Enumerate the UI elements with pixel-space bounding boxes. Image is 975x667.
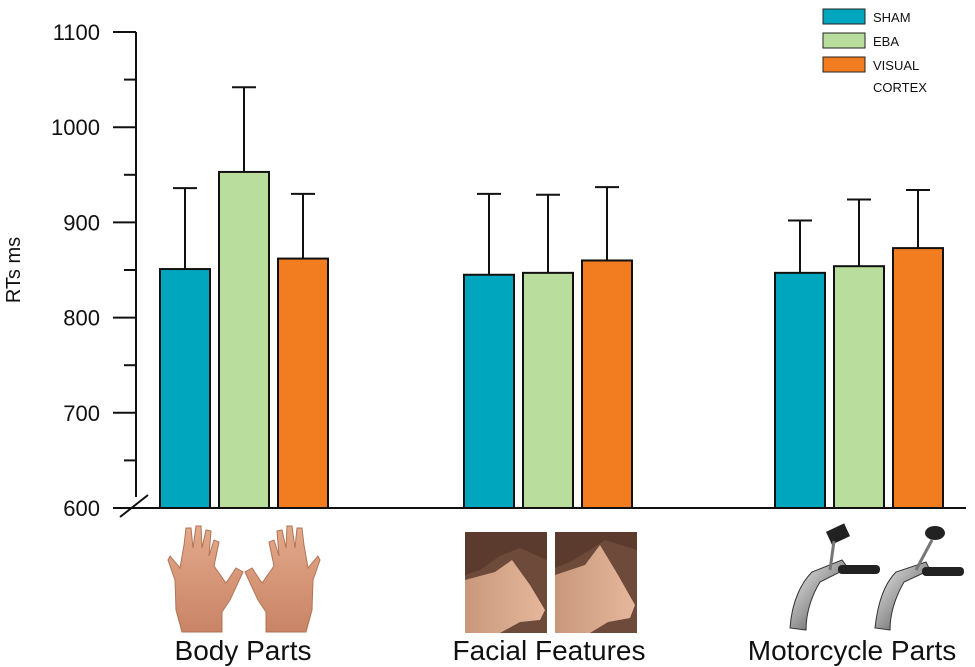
legend-label-sham: SHAM (873, 10, 911, 25)
axis-break-mark (119, 494, 149, 518)
y-tick-label-900: 900 (63, 210, 100, 235)
bar-sham-body-parts (159, 268, 211, 509)
legend-swatch-sham (822, 8, 866, 25)
bar-visual-cortex-motorcycle-parts (892, 247, 944, 509)
legend-label-visual-cortex-line2: CORTEX (873, 80, 927, 95)
category-label-facial-features: Facial Features (453, 635, 646, 666)
axes: 1100 1000 900 800 700 600 (51, 20, 966, 521)
bar-sham-motorcycle-parts (774, 271, 826, 509)
legend-label-visual-cortex-line1: VISUAL (873, 58, 919, 73)
nose-profile-image (465, 532, 637, 633)
hands-image (167, 525, 321, 633)
y-tick-label-700: 700 (63, 401, 100, 426)
bar-visual-cortex-body-parts (277, 257, 329, 509)
legend-swatch-eba (822, 32, 866, 49)
bar-sham-facial-features (463, 273, 515, 510)
category-label-motorcycle-parts: Motorcycle Parts (748, 635, 957, 666)
legend-label-eba: EBA (873, 34, 899, 49)
motorcycle-handlebar-image (789, 523, 964, 631)
bars (159, 170, 944, 510)
bar-eba-motorcycle-parts (833, 265, 885, 509)
error-bars (173, 86, 930, 275)
bar-eba-body-parts (218, 170, 270, 509)
y-axis-label: RTs ms (3, 237, 25, 303)
y-tick-label-1100: 1100 (53, 20, 100, 45)
y-tick-label-1000: 1000 (51, 115, 100, 140)
category-label-body-parts: Body Parts (175, 635, 312, 666)
bar-visual-cortex-facial-features (581, 259, 633, 510)
y-tick-label-800: 800 (63, 306, 100, 331)
legend: SHAM EBA VISUAL CORTEX (822, 8, 927, 95)
legend-swatch-visual-cortex (822, 56, 866, 73)
y-tick-label-600: 600 (63, 496, 100, 521)
bar-eba-facial-features (522, 271, 574, 509)
